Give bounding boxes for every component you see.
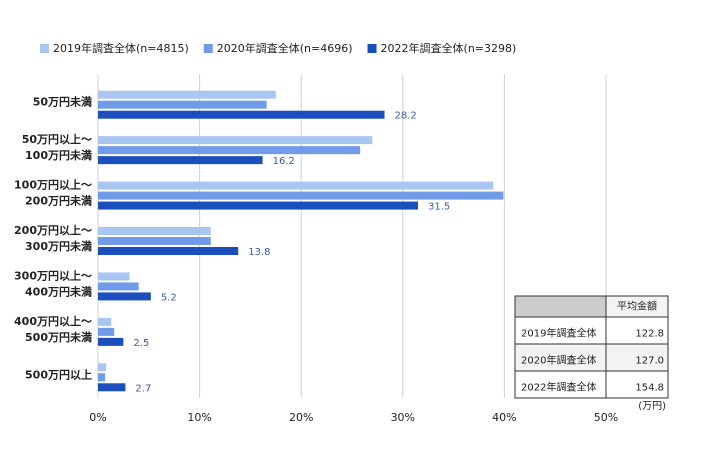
bar	[98, 317, 112, 326]
x-tick-label: 10%	[187, 411, 211, 424]
table-unit: (万円)	[638, 401, 666, 412]
bar	[98, 191, 504, 200]
table-row-label: 2022年調査全体	[521, 381, 596, 394]
bar	[98, 237, 211, 245]
category-label: 300万円未満	[25, 239, 92, 253]
category-label: 400万円未満	[25, 284, 92, 298]
category-label: 200万円以上～	[14, 223, 92, 237]
value-label: 31.5	[428, 202, 450, 213]
legend-swatch	[40, 44, 49, 53]
bar	[98, 136, 373, 145]
value-label: 28.2	[395, 111, 417, 122]
value-label: 13.8	[248, 247, 270, 258]
value-label: 2.5	[133, 338, 149, 349]
bar	[98, 272, 130, 281]
bar	[98, 247, 239, 255]
value-label: 5.2	[161, 292, 177, 303]
x-tick-label: 0%	[89, 411, 106, 424]
legend-swatch	[203, 44, 213, 53]
bar	[98, 227, 211, 235]
x-tick-label: 20%	[289, 411, 313, 424]
legend-label: 2020年調査全体(n=4696)	[217, 41, 353, 55]
category-label: 100万円以上～	[14, 178, 92, 192]
bar	[98, 110, 385, 119]
x-tick-label: 40%	[492, 411, 516, 424]
category-label: 100万円未満	[25, 148, 92, 162]
bar	[98, 383, 126, 392]
bar	[98, 156, 263, 165]
table-value: 154.8	[635, 383, 664, 394]
legend-label: 2019年調査全体(n=4815)	[53, 41, 189, 55]
table-cell	[514, 370, 607, 399]
x-tick-label: 30%	[391, 411, 415, 424]
category-label: 500万円未満	[25, 330, 92, 344]
legend-label: 2022年調査全体(n=3298)	[381, 41, 517, 55]
bar	[98, 292, 151, 301]
value-label: 16.2	[273, 156, 295, 167]
bar	[98, 282, 139, 291]
bar	[98, 201, 419, 210]
bar	[98, 373, 106, 382]
legend-swatch	[367, 44, 377, 53]
category-label: 50万円以上～	[22, 132, 92, 146]
category-label: 400万円以上～	[14, 314, 92, 328]
bar	[98, 327, 115, 336]
category-label: 200万円未満	[25, 194, 92, 208]
bar	[98, 90, 276, 99]
category-label: 300万円以上～	[14, 268, 92, 282]
table-value: 127.0	[635, 356, 664, 367]
bar	[98, 181, 494, 190]
table-cell	[605, 370, 669, 399]
bar	[98, 363, 107, 372]
bar	[98, 146, 361, 155]
table-row-label: 2020年調査全体	[521, 354, 596, 367]
table-header-cell	[514, 295, 607, 318]
table-header: 平均金額	[617, 300, 657, 313]
table-row-label: 2019年調査全体	[521, 327, 596, 340]
category-label: 50万円未満	[33, 95, 92, 109]
table-value: 122.8	[635, 329, 664, 340]
category-label: 500万円以上	[25, 367, 92, 381]
x-tick-label: 50%	[594, 411, 618, 424]
bar	[98, 337, 124, 346]
value-label: 2.7	[135, 383, 151, 394]
bar	[98, 100, 267, 109]
